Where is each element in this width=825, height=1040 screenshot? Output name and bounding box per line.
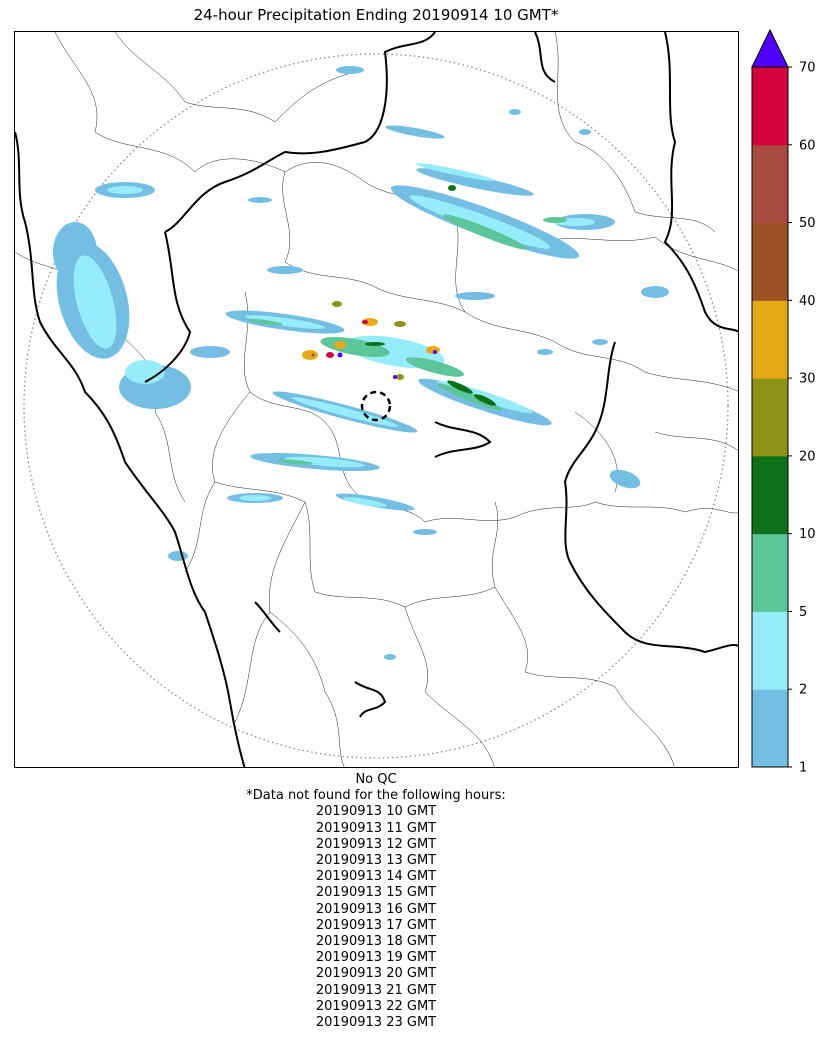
- colorbar-tick-label: 1: [799, 761, 807, 776]
- missing-hour-item: 20190913 14 GMT: [315, 869, 437, 885]
- colorbar-segment: [752, 611, 788, 690]
- precip-level-20-plus: [302, 301, 440, 380]
- colorbar-tick-label: 10: [799, 527, 816, 542]
- qc-note: No QC: [355, 772, 397, 787]
- colorbar-segment: [752, 455, 788, 535]
- missing-hour-item: 20190913 10 GMT: [315, 804, 437, 820]
- missing-hour-item: 20190913 11 GMT: [315, 820, 437, 836]
- colorbar-tick-label: 20: [799, 449, 816, 464]
- colorbar-segment: [752, 144, 788, 224]
- colorbar-segment: [752, 533, 788, 612]
- missing-hour-item: 20190913 19 GMT: [315, 950, 437, 966]
- missing-hour-item: 20190913 23 GMT: [315, 1015, 437, 1031]
- missing-hour-item: 20190913 21 GMT: [315, 982, 437, 998]
- missing-hour-item: 20190913 13 GMT: [315, 853, 437, 869]
- missing-hour-item: 20190913 22 GMT: [315, 998, 437, 1014]
- colorbar-segment: [752, 378, 788, 457]
- colorbar-frame: [751, 66, 789, 768]
- missing-hour-item: 20190913 12 GMT: [315, 836, 437, 852]
- colorbar-segment: [752, 300, 788, 379]
- missing-hours-list: 20190913 10 GMT 20190913 11 GMT 20190913 1…: [0, 804, 752, 1031]
- precipitation-colorbar: 1 2 5 10 20 30 40 50 60 70: [751, 28, 825, 776]
- map-footer: No QC *Data not found for the following …: [0, 772, 752, 1031]
- radar-site-marker: [360, 390, 392, 422]
- colorbar-segment: [752, 689, 788, 768]
- missing-hour-item: 20190913 17 GMT: [315, 917, 437, 933]
- precip-level-10-20: [365, 185, 496, 406]
- colorbar-tick-label: 5: [799, 605, 807, 620]
- colorbar-tick-label: 50: [799, 216, 816, 231]
- missing-hour-item: 20190913 16 GMT: [315, 901, 437, 917]
- colorbar-tick-label: 40: [799, 294, 816, 309]
- district-boundaries: [15, 32, 738, 767]
- missing-data-header: *Data not found for the following hours:: [246, 788, 506, 804]
- radar-range-ring: [23, 53, 729, 759]
- colorbar-extend-arrow: [751, 28, 789, 68]
- colorbar-segment: [752, 222, 788, 301]
- map-title: 24-hour Precipitation Ending 20190914 10…: [193, 6, 559, 24]
- missing-hour-item: 20190913 15 GMT: [315, 885, 437, 901]
- missing-hour-item: 20190913 18 GMT: [315, 934, 437, 950]
- colorbar-tick-label: 70: [799, 61, 816, 76]
- missing-hour-item: 20190913 20 GMT: [315, 966, 437, 982]
- precipitation-map: [14, 31, 739, 768]
- colorbar-tick-label: 2: [799, 683, 807, 698]
- state-boundaries: [15, 32, 738, 767]
- colorbar-tick-label: 60: [799, 138, 816, 153]
- colorbar-tick-label: 30: [799, 372, 816, 387]
- colorbar-segment: [752, 67, 788, 146]
